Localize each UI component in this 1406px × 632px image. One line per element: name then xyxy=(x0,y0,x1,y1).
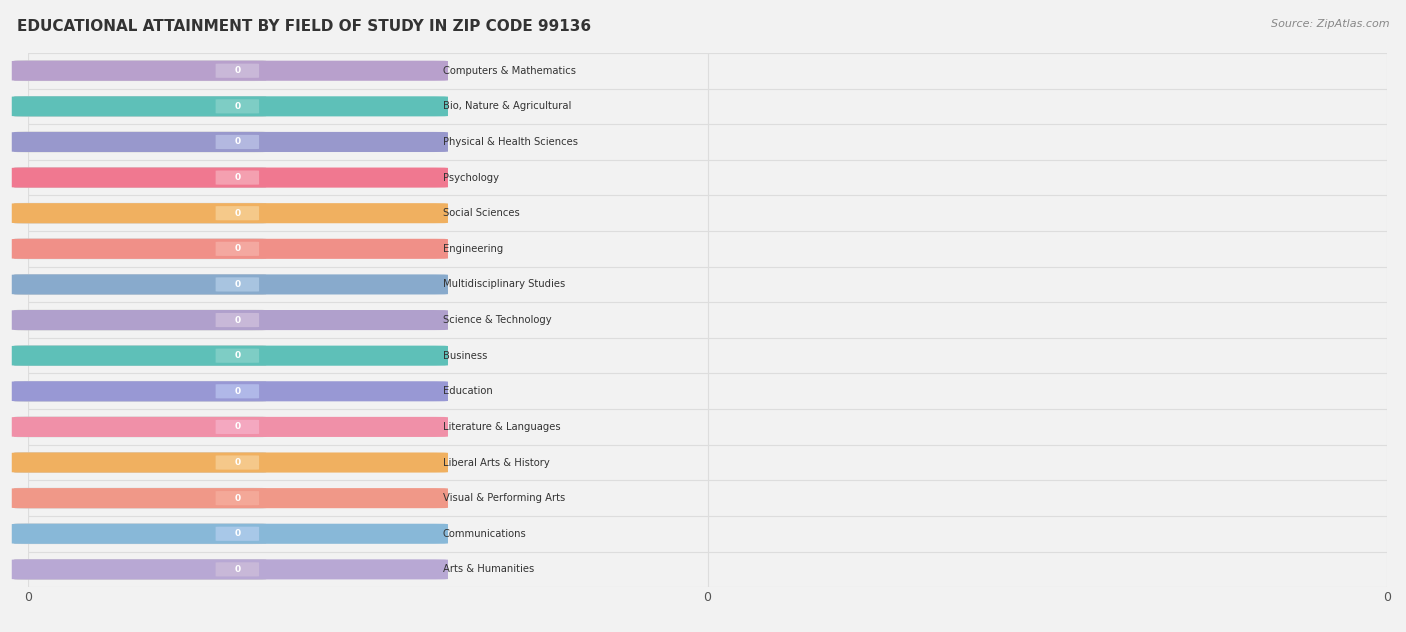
Text: 0: 0 xyxy=(235,66,240,75)
FancyBboxPatch shape xyxy=(215,277,259,291)
Text: 0: 0 xyxy=(235,529,240,538)
FancyBboxPatch shape xyxy=(215,456,259,470)
FancyBboxPatch shape xyxy=(11,61,449,81)
FancyBboxPatch shape xyxy=(11,239,449,259)
Text: Source: ZipAtlas.com: Source: ZipAtlas.com xyxy=(1271,19,1389,29)
FancyBboxPatch shape xyxy=(215,420,259,434)
FancyBboxPatch shape xyxy=(11,381,449,401)
Text: 0: 0 xyxy=(235,315,240,325)
Text: 0: 0 xyxy=(235,565,240,574)
FancyBboxPatch shape xyxy=(215,313,259,327)
Text: 0: 0 xyxy=(235,245,240,253)
FancyBboxPatch shape xyxy=(14,61,266,81)
Text: Business: Business xyxy=(443,351,486,361)
FancyBboxPatch shape xyxy=(215,171,259,185)
FancyBboxPatch shape xyxy=(14,132,266,152)
FancyBboxPatch shape xyxy=(11,132,449,152)
FancyBboxPatch shape xyxy=(215,206,259,221)
FancyBboxPatch shape xyxy=(14,524,266,544)
FancyBboxPatch shape xyxy=(14,96,266,116)
FancyBboxPatch shape xyxy=(215,64,259,78)
Text: 0: 0 xyxy=(235,494,240,502)
FancyBboxPatch shape xyxy=(215,384,259,398)
Text: Literature & Languages: Literature & Languages xyxy=(443,422,560,432)
Text: Bio, Nature & Agricultural: Bio, Nature & Agricultural xyxy=(443,101,571,111)
Text: Education: Education xyxy=(443,386,492,396)
Text: Liberal Arts & History: Liberal Arts & History xyxy=(443,458,550,468)
Text: Arts & Humanities: Arts & Humanities xyxy=(443,564,534,574)
FancyBboxPatch shape xyxy=(14,488,266,508)
FancyBboxPatch shape xyxy=(11,203,449,223)
FancyBboxPatch shape xyxy=(11,417,449,437)
FancyBboxPatch shape xyxy=(14,274,266,295)
FancyBboxPatch shape xyxy=(11,96,449,116)
Text: 0: 0 xyxy=(235,280,240,289)
FancyBboxPatch shape xyxy=(215,526,259,541)
Text: Physical & Health Sciences: Physical & Health Sciences xyxy=(443,137,578,147)
FancyBboxPatch shape xyxy=(11,167,449,188)
Text: Multidisciplinary Studies: Multidisciplinary Studies xyxy=(443,279,565,289)
Text: Science & Technology: Science & Technology xyxy=(443,315,551,325)
Text: 0: 0 xyxy=(235,422,240,432)
Text: 0: 0 xyxy=(235,102,240,111)
Text: 0: 0 xyxy=(235,209,240,217)
FancyBboxPatch shape xyxy=(11,274,449,295)
FancyBboxPatch shape xyxy=(14,417,266,437)
Text: Communications: Communications xyxy=(443,529,526,538)
FancyBboxPatch shape xyxy=(14,204,266,223)
FancyBboxPatch shape xyxy=(11,310,449,330)
Text: Social Sciences: Social Sciences xyxy=(443,208,519,218)
FancyBboxPatch shape xyxy=(215,562,259,576)
Text: Psychology: Psychology xyxy=(443,173,499,183)
FancyBboxPatch shape xyxy=(215,241,259,256)
FancyBboxPatch shape xyxy=(14,559,266,580)
FancyBboxPatch shape xyxy=(215,135,259,149)
Text: EDUCATIONAL ATTAINMENT BY FIELD OF STUDY IN ZIP CODE 99136: EDUCATIONAL ATTAINMENT BY FIELD OF STUDY… xyxy=(17,19,591,34)
FancyBboxPatch shape xyxy=(14,167,266,188)
Text: Computers & Mathematics: Computers & Mathematics xyxy=(443,66,575,76)
FancyBboxPatch shape xyxy=(14,381,266,401)
Text: 0: 0 xyxy=(235,173,240,182)
FancyBboxPatch shape xyxy=(11,524,449,544)
FancyBboxPatch shape xyxy=(14,239,266,258)
FancyBboxPatch shape xyxy=(215,99,259,114)
Text: Engineering: Engineering xyxy=(443,244,503,254)
FancyBboxPatch shape xyxy=(215,349,259,363)
FancyBboxPatch shape xyxy=(14,346,266,366)
FancyBboxPatch shape xyxy=(14,453,266,473)
Text: 0: 0 xyxy=(235,458,240,467)
FancyBboxPatch shape xyxy=(11,488,449,508)
FancyBboxPatch shape xyxy=(11,559,449,580)
Text: 0: 0 xyxy=(235,351,240,360)
Text: Visual & Performing Arts: Visual & Performing Arts xyxy=(443,493,565,503)
FancyBboxPatch shape xyxy=(14,310,266,330)
Text: 0: 0 xyxy=(235,138,240,147)
FancyBboxPatch shape xyxy=(11,453,449,473)
FancyBboxPatch shape xyxy=(11,346,449,366)
FancyBboxPatch shape xyxy=(215,491,259,505)
Text: 0: 0 xyxy=(235,387,240,396)
